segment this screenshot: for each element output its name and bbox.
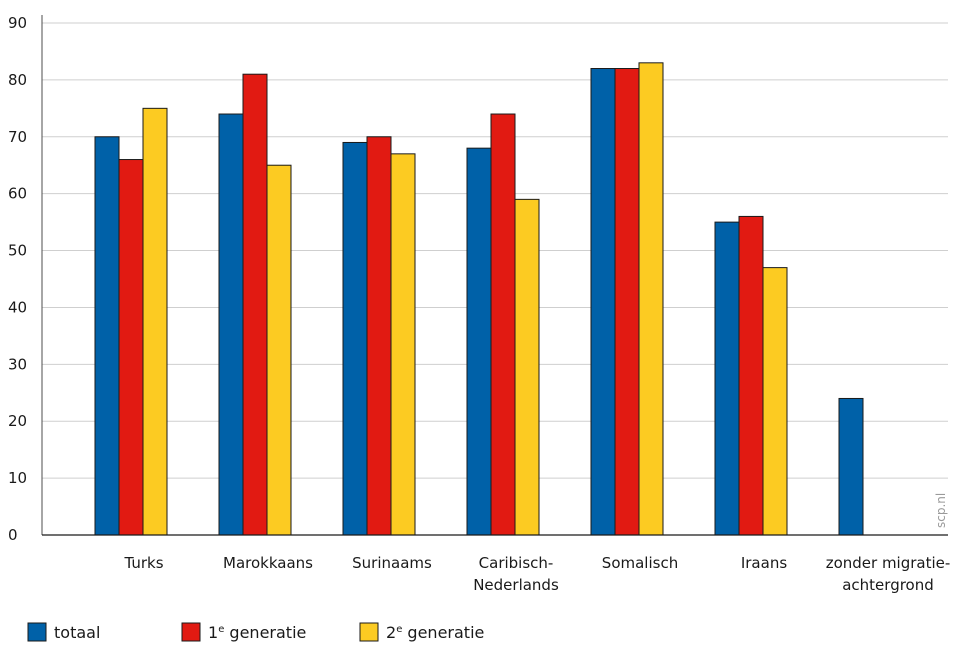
category-label: Caribisch-	[479, 554, 554, 572]
bar-1e-generatie	[614, 68, 640, 536]
y-tick-label: 20	[8, 412, 27, 430]
category-label: Marokkaans	[223, 554, 313, 572]
watermark-text: scp.nl	[934, 493, 948, 528]
bar-1e-generatie	[490, 113, 516, 536]
bar-2e-generatie	[266, 164, 292, 536]
bar-totaal	[94, 136, 120, 536]
legend-swatch	[181, 622, 201, 642]
bar-1e-generatie	[738, 215, 764, 536]
bar-1e-generatie	[118, 159, 144, 536]
category-label: achtergrond	[842, 576, 934, 594]
y-tick-label: 10	[8, 469, 27, 487]
y-tick-label: 40	[8, 298, 27, 316]
bar-2e-generatie	[638, 62, 664, 536]
legend-swatch	[27, 622, 47, 642]
legend-label: 1e generatie	[208, 623, 306, 642]
category-label: Surinaams	[352, 554, 432, 572]
bar-totaal	[838, 397, 864, 536]
y-tick-label: 70	[8, 128, 27, 146]
category-label: Nederlands	[473, 576, 559, 594]
legend-label: 2e generatie	[386, 623, 484, 642]
y-tick-label: 60	[8, 185, 27, 203]
y-tick-label: 90	[8, 14, 27, 32]
category-label: Turks	[123, 554, 163, 572]
category-label: Iraans	[741, 554, 787, 572]
bar-2e-generatie	[514, 198, 540, 536]
bar-totaal	[218, 113, 244, 536]
bar-2e-generatie	[390, 153, 416, 536]
y-tick-label: 0	[8, 526, 18, 544]
category-label: zonder migratie-	[826, 554, 951, 572]
bar-totaal	[466, 147, 492, 536]
bar-totaal	[342, 141, 368, 536]
legend-swatch	[359, 622, 379, 642]
bar-totaal	[590, 68, 616, 536]
bar-1e-generatie	[242, 73, 268, 536]
bar-1e-generatie	[366, 136, 392, 536]
bar-totaal	[714, 221, 740, 536]
category-label: Somalisch	[602, 554, 678, 572]
y-tick-label: 30	[8, 355, 27, 373]
y-tick-label: 50	[8, 242, 27, 260]
y-tick-label: 80	[8, 71, 27, 89]
legend-label: totaal	[54, 623, 100, 642]
bar-2e-generatie	[142, 107, 168, 536]
bar-2e-generatie	[762, 267, 788, 536]
